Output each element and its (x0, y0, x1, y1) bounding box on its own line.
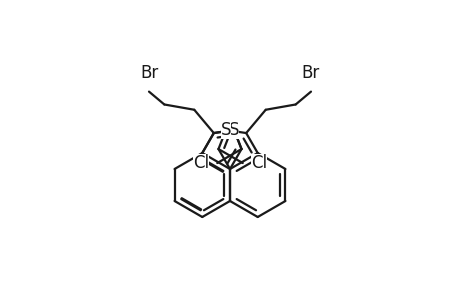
Text: Cl: Cl (250, 154, 266, 172)
Text: S: S (228, 121, 239, 139)
Text: S: S (220, 121, 231, 139)
Text: Br: Br (140, 64, 158, 82)
Text: Cl: Cl (193, 154, 209, 172)
Text: Br: Br (301, 64, 319, 82)
